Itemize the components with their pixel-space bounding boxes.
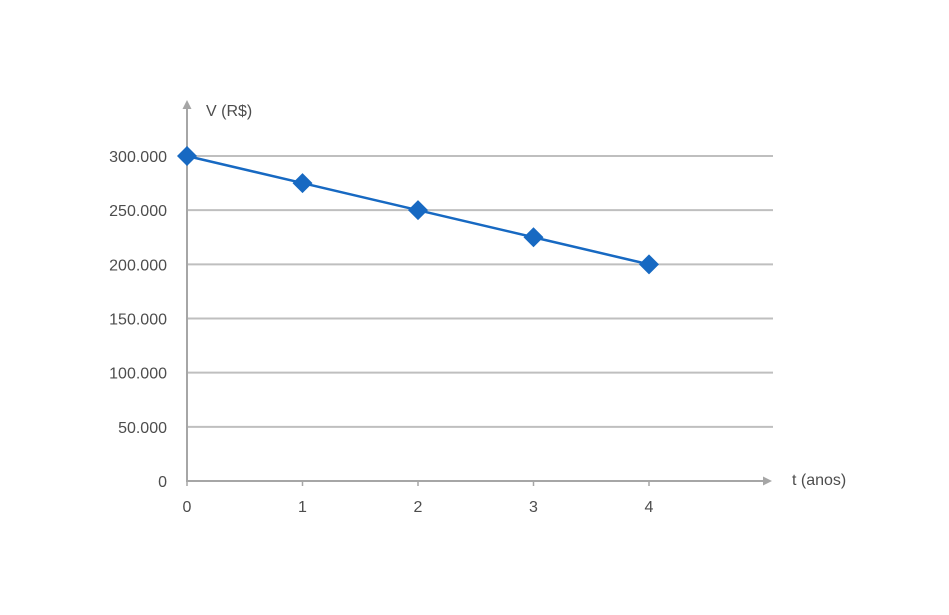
axes bbox=[182, 100, 772, 486]
data-point bbox=[292, 173, 313, 194]
tick-labels: 0 50.000 100.000 150.000 200.000 250.000 300.0… bbox=[109, 149, 653, 516]
y-axis-arrow bbox=[182, 100, 192, 109]
data-point bbox=[523, 227, 544, 248]
y-tick-label: 100.000 bbox=[109, 366, 167, 383]
y-tick-label: 150.000 bbox=[109, 312, 167, 329]
x-tick-label: 1 bbox=[298, 499, 307, 516]
y-tick-label: 50.000 bbox=[118, 420, 167, 437]
data-point bbox=[639, 254, 659, 275]
series-group bbox=[177, 146, 659, 275]
y-tick-label: 300.000 bbox=[109, 149, 167, 166]
x-tick-label: 0 bbox=[183, 499, 192, 516]
x-tick-label: 3 bbox=[529, 499, 538, 516]
x-tick-label: 4 bbox=[645, 499, 654, 516]
x-axis-title: t (anos) bbox=[792, 472, 846, 489]
x-axis-arrow bbox=[763, 476, 772, 486]
grid-lines bbox=[187, 155, 773, 428]
y-axis-title: V (R$) bbox=[206, 103, 252, 120]
y-tick-label: 250.000 bbox=[109, 203, 167, 220]
x-tick-label: 2 bbox=[414, 499, 423, 516]
y-tick-label: 200.000 bbox=[109, 257, 167, 274]
y-tick-label: 0 bbox=[158, 474, 167, 491]
data-point bbox=[408, 200, 428, 221]
data-point bbox=[177, 146, 197, 166]
